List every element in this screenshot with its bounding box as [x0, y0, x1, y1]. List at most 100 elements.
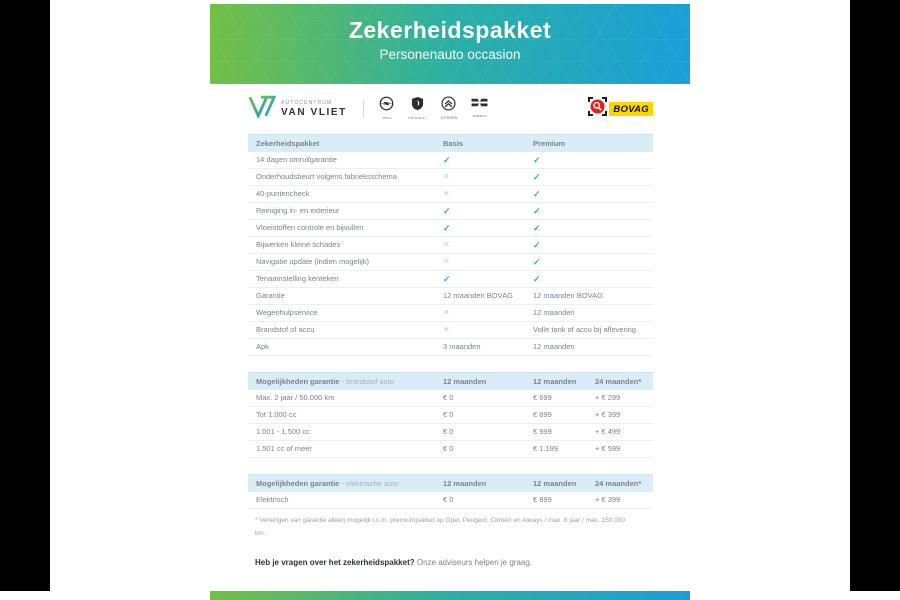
- cell-value: € 1.199: [533, 444, 559, 453]
- van-vliet-mark-icon: [248, 95, 277, 123]
- cell: ✓: [533, 186, 653, 202]
- table-row: 1.501 cc of meer € 0 € 1.199 + € 599: [248, 441, 653, 458]
- table-row: Elektrisch € 0 € 899 + € 399: [248, 492, 653, 509]
- cell-value: € 0: [443, 393, 454, 402]
- table-row: 1.001 - 1.500 cc € 0 € 999 + € 499: [248, 424, 653, 441]
- cell-value: Navigatie update (indien mogelijk): [256, 257, 369, 266]
- dealer-logo: AUTOCENTRUM VAN VLIET: [248, 95, 347, 123]
- cell: ✓: [533, 152, 653, 168]
- table-row: Max. 2 jaar / 50.000 km € 0 € 699 + € 299: [248, 390, 653, 407]
- cross-icon: ✕: [443, 240, 450, 249]
- table-row: 40-puntencheck ✕ ✓: [248, 186, 653, 203]
- column-header-24-maanden: 24 maanden*: [595, 479, 642, 488]
- table-header: Zekerheidspakket Basis Premium: [248, 134, 653, 152]
- question-line: Heb je vragen over het zekerheidspakket?…: [255, 558, 653, 567]
- cell-value: 14 dagen omruilgarantie: [256, 155, 337, 164]
- page-title: Zekerheidspakket: [348, 17, 552, 43]
- cell: ✕: [443, 169, 533, 185]
- brand-logos: OPEL PEUGEOT CITROËN: [378, 95, 489, 123]
- cell: ✕: [443, 254, 533, 270]
- cell: ✓: [533, 169, 653, 185]
- cell-value: + € 399: [595, 495, 621, 504]
- vertical-divider: [362, 100, 364, 118]
- cell-value: Elektrisch: [256, 495, 289, 504]
- citroen-icon: [441, 95, 456, 116]
- cell: ✕: [443, 322, 533, 338]
- brand-aiways: AIWAYS: [471, 96, 489, 121]
- cell: ✓: [533, 254, 653, 270]
- brand-opel: OPEL: [378, 96, 396, 123]
- cell-value: + € 599: [595, 444, 621, 453]
- check-icon: ✓: [443, 223, 451, 233]
- right-black-pillar: [850, 0, 900, 591]
- cell: ✓: [533, 203, 653, 219]
- brand-label: OPEL: [381, 116, 392, 120]
- cell-value: 1.001 - 1.500 cc: [256, 427, 310, 436]
- cell-value: 40-puntencheck: [256, 189, 310, 198]
- cell-value: Volle tank of accu bij aflevering: [533, 325, 636, 334]
- question-rest: Onze adviseurs helpen je graag.: [414, 558, 533, 567]
- cell: ✓: [533, 271, 653, 287]
- cell: ✓: [443, 271, 533, 287]
- brand-label: AIWAYS: [472, 114, 487, 118]
- brand-label: CITROËN: [440, 116, 458, 120]
- dealer-name-bottom: VAN VLIET: [281, 107, 347, 118]
- table-row: Vloeistoffen controle en bijvullen ✓ ✓: [248, 220, 653, 237]
- check-icon: ✓: [533, 274, 541, 284]
- cell-value: Vloeistoffen controle en bijvullen: [256, 223, 364, 232]
- check-icon: ✓: [533, 172, 541, 182]
- bovag-logo: BOVAG: [588, 97, 653, 121]
- brand-peugeot: PEUGEOT: [409, 96, 427, 123]
- cross-icon: ✕: [443, 257, 450, 266]
- check-icon: ✓: [533, 155, 541, 165]
- table-row: Tenaamstelling kenteken ✓ ✓: [248, 271, 653, 288]
- cell-value: Tot 1.000 cc: [256, 410, 297, 419]
- brand-label: PEUGEOT: [408, 116, 427, 120]
- cell-value: 1.501 cc of meer: [256, 444, 312, 453]
- table-row: Brandstof of accu ✕ Volle tank of accu bij…: [248, 322, 653, 339]
- cell-value: + € 499: [595, 427, 621, 436]
- opel-icon: [379, 96, 394, 116]
- zekerheidspakket-table: Zekerheidspakket Basis Premium 14 dagen …: [248, 134, 653, 356]
- table-row: Apk 3 maanden 12 maanden: [248, 339, 653, 356]
- table-body: Max. 2 jaar / 50.000 km € 0 € 699 + € 299 To…: [248, 390, 653, 458]
- table-row: 14 dagen omruilgarantie ✓ ✓: [248, 152, 653, 169]
- column-header-zekerheidspakket: Zekerheidspakket: [256, 139, 320, 148]
- section-title: Mogelijkheden garantie - brandstof auto: [256, 377, 394, 386]
- cell-value: € 699: [533, 393, 552, 402]
- column-header-12-maanden: 12 maanden: [533, 479, 577, 488]
- table-row: Tot 1.000 cc € 0 € 899 + € 399: [248, 407, 653, 424]
- dealer-name: AUTOCENTRUM VAN VLIET: [281, 100, 347, 118]
- column-header-24-maanden: 24 maanden*: [595, 377, 642, 386]
- check-icon: ✓: [533, 240, 541, 250]
- check-icon: ✓: [443, 274, 451, 284]
- cell-value: 12 maanden BOVAG: [443, 291, 513, 300]
- cell-value: Bijwerken kleine schades: [256, 240, 341, 249]
- table-row: Onderhoudsbeurt volgens fabrieksschema ✕ ✓: [248, 169, 653, 186]
- left-black-pillar: [0, 0, 50, 591]
- cell-value: € 899: [533, 410, 552, 419]
- cell-value: Brandstof of accu: [256, 325, 315, 334]
- table-header: Mogelijkheden garantie - elektrische aut…: [248, 474, 653, 492]
- table-row: Reiniging in- en exterieur ✓ ✓: [248, 203, 653, 220]
- table-row: Garantie 12 maanden BOVAG 12 maanden BOVAG: [248, 288, 653, 305]
- cell-value: + € 299: [595, 393, 621, 402]
- cell-value: 12 maanden: [533, 308, 575, 317]
- page-subtitle: Personenauto occasion: [379, 47, 521, 62]
- column-header-premium: Premium: [533, 139, 566, 148]
- garantie-brandstof-table: Mogelijkheden garantie - brandstof auto …: [248, 372, 653, 458]
- cell-value: € 0: [443, 410, 454, 419]
- column-header-12-maanden: 12 maanden: [443, 377, 487, 386]
- cell-value: Garantie: [256, 291, 285, 300]
- footer-gradient-bar: [210, 591, 690, 600]
- cell: ✓: [443, 152, 533, 168]
- cross-icon: ✕: [443, 172, 450, 181]
- aiways-icon: [471, 96, 488, 114]
- bovag-label: BOVAG: [609, 102, 653, 116]
- check-icon: ✓: [443, 155, 451, 165]
- peugeot-icon: [411, 96, 424, 116]
- garantie-elektrisch-table: Mogelijkheden garantie - elektrische aut…: [248, 474, 653, 509]
- check-icon: ✓: [533, 189, 541, 199]
- cell-value: € 0: [443, 444, 454, 453]
- footnote: * Verlengen van garantie alleen mogelijk…: [255, 517, 625, 537]
